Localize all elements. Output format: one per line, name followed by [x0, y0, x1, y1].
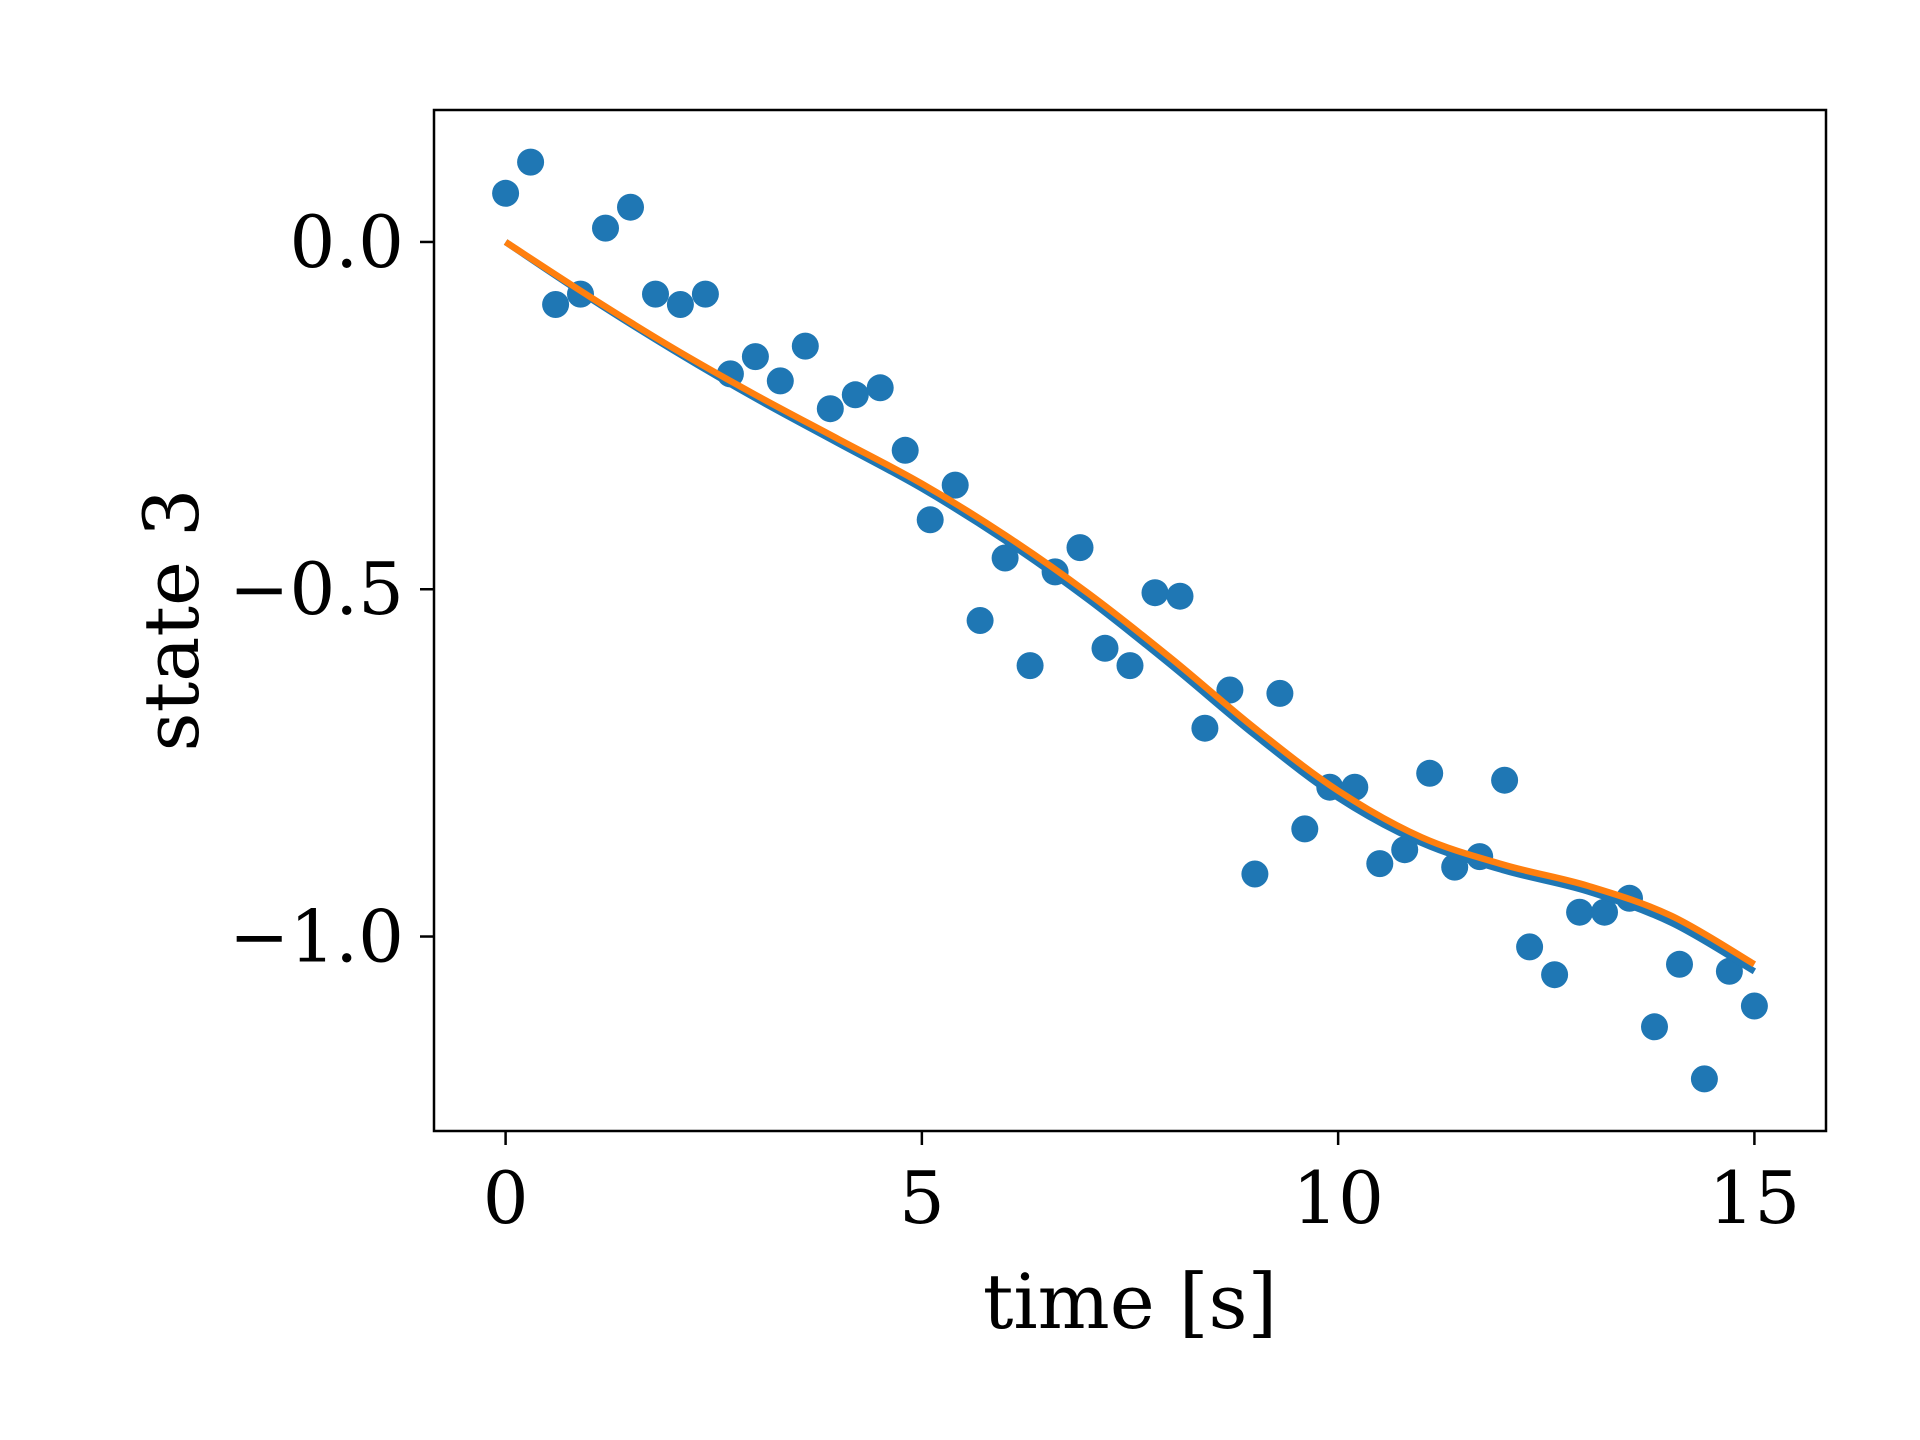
scatter-point: [966, 607, 994, 634]
y-tick-label: −1.0: [229, 895, 404, 979]
scatter-point: [617, 193, 644, 221]
axes-layer: 0 5 10 15 0.0 −0.5 −1.0: [229, 200, 1800, 1240]
scatter-point: [866, 374, 894, 402]
scatter-point: [1715, 957, 1743, 985]
scatter-point: [1366, 850, 1394, 878]
scatter-point: [1591, 898, 1618, 926]
scatter-point: [666, 291, 694, 318]
scatter-point: [1666, 950, 1693, 978]
scatter-point: [1016, 652, 1044, 680]
scatter-point: [1641, 1013, 1668, 1041]
y-tick-label: 0.0: [289, 200, 404, 284]
x-tick-label: 5: [899, 1156, 945, 1240]
scatter-point: [1690, 1065, 1718, 1093]
scatter-point: [1241, 860, 1269, 888]
scatter-point: [816, 395, 844, 423]
scatter-point: [916, 506, 944, 534]
scatter-point: [1391, 836, 1419, 864]
scatter-point: [1416, 759, 1444, 787]
scatter-point: [542, 291, 570, 318]
scatter-point: [1091, 634, 1119, 662]
scatter-point: [691, 280, 719, 308]
x-axis-label: time [s]: [983, 1257, 1277, 1346]
scatter-point: [941, 471, 969, 499]
series-layer: [492, 148, 1768, 1093]
scatter-point: [1291, 815, 1319, 843]
scatter-point: [592, 214, 619, 242]
scatter-point: [1266, 679, 1294, 707]
scatter-point: [991, 544, 1019, 572]
series-line-orange: [503, 239, 1757, 968]
scatter-point: [1740, 992, 1768, 1020]
scatter-point: [1516, 933, 1544, 961]
scatter-point: [841, 381, 869, 409]
scatter-point: [741, 343, 769, 371]
y-tick-label: −0.5: [229, 547, 404, 631]
scatter-point: [1566, 898, 1594, 926]
scatter-point: [1066, 534, 1094, 562]
x-tick-label: 15: [1709, 1156, 1801, 1240]
scatter-point: [1491, 766, 1519, 794]
scatter-point: [1141, 579, 1169, 607]
plot-frame: [432, 108, 1828, 1133]
scatter-point: [1191, 714, 1219, 742]
scatter-point: [517, 148, 545, 176]
y-axis-label: state 3: [127, 489, 216, 752]
scatter-point: [1166, 582, 1194, 610]
scatter-point: [1541, 961, 1569, 989]
x-tick-label: 0: [483, 1156, 529, 1240]
scatter-point: [492, 179, 520, 207]
scatter-point: [766, 367, 794, 395]
scatter-point: [1116, 652, 1144, 680]
scatter-point: [642, 280, 669, 308]
scatter-point: [1216, 676, 1244, 704]
x-tick-label: 10: [1292, 1156, 1384, 1240]
scatter-point: [791, 332, 819, 360]
scatter-point: [891, 436, 919, 464]
